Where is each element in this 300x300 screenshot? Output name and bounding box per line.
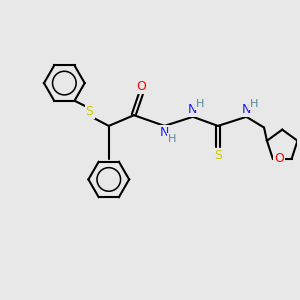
Text: O: O xyxy=(136,80,146,93)
Text: H: H xyxy=(168,134,176,144)
Text: N: N xyxy=(160,126,169,140)
Text: N: N xyxy=(188,103,197,116)
Text: H: H xyxy=(196,99,205,109)
Text: S: S xyxy=(85,105,94,118)
Text: N: N xyxy=(242,103,251,116)
Text: H: H xyxy=(250,99,258,109)
Text: O: O xyxy=(274,152,284,165)
Text: S: S xyxy=(214,149,222,162)
